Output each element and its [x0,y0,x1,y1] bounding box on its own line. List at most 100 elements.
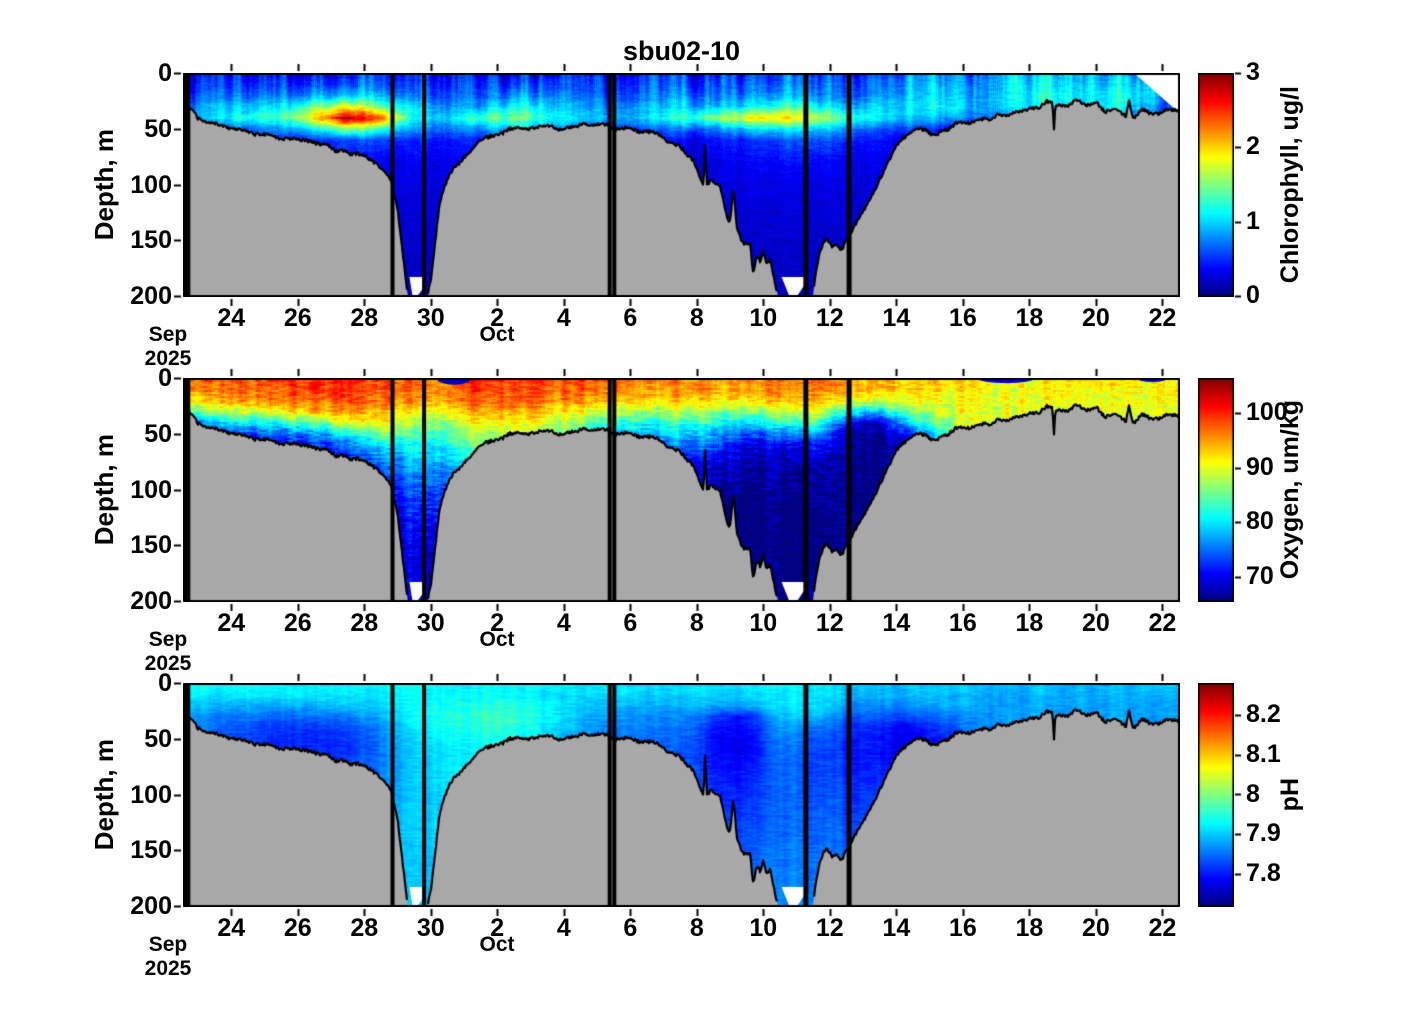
x-tick-label: 4 [556,609,571,637]
chlorophyll-colorbar-tick-labels: 0 1 2 3 [1246,59,1366,309]
y-tick-label: 50 [144,114,172,143]
x-tick-label: 24 [217,304,246,332]
x-tick-label: 4 [556,304,571,332]
x-tick-label: 6 [623,609,638,637]
depth-tick-labels: 0 50 100 150 200 [96,365,176,614]
y-tick-label: 0 [158,59,172,87]
colorbar-tick-label: 2 [1246,132,1260,161]
colorbar-tick-label: 100 [1246,398,1288,427]
x-tick-label: 6 [623,304,638,332]
x-tick-label: 24 [217,609,246,637]
y-tick-label: 100 [130,475,172,504]
ph-colorbar-label: pH [1275,778,1304,812]
x-tick-label: 22 [1148,914,1177,942]
month-label-oct: Oct [479,323,515,346]
x-tick-label: 16 [948,304,977,332]
colorbar-tick-label: 80 [1246,507,1274,536]
oxygen-colorbar-label: Oxygen, um/kg [1275,400,1304,580]
x-tick-label: 12 [815,304,844,332]
colorbar-tick-label: 7.9 [1246,819,1281,848]
chlorophyll-colorbar [1198,73,1234,297]
month-label-sep: Sep [148,323,188,346]
x-tick-label: 30 [416,914,445,942]
x-tick-label: 16 [948,914,977,942]
x-tick-label: 8 [689,304,704,332]
x-tick-label: 30 [416,304,445,332]
depth-tick-labels: 0 50 100 150 200 [96,60,176,309]
colorbar-tick-label: 70 [1246,561,1274,590]
x-tick-label: 8 [689,609,704,637]
time-tick-labels: 24 26 28 30 2 4 6 8 10 12 14 16 18 20 22 [183,609,1180,641]
x-tick-label: 20 [1081,914,1110,942]
y-tick-label: 150 [130,531,172,560]
y-tick-label: 150 [130,836,172,865]
y-tick-label: 200 [130,892,172,920]
time-tick-labels: 24 26 28 30 2 4 6 8 10 12 14 16 18 20 22 [183,304,1180,336]
year-label: 2025 [144,957,192,980]
y-tick-label: 100 [130,170,172,199]
month-label-sep: Sep [148,933,188,956]
month-label-oct: Oct [479,628,515,651]
x-tick-label: 22 [1148,609,1177,637]
time-tick-labels: 24 26 28 30 2 4 6 8 10 12 14 16 18 20 22 [183,914,1180,946]
oxygen-section-heatmap [183,378,1180,602]
oxygen-colorbar [1198,378,1234,602]
depth-tick-labels: 0 50 100 150 200 [96,670,176,919]
x-tick-label: 16 [948,609,977,637]
x-tick-label: 14 [882,914,911,942]
chlorophyll-colorbar-label: Chlorophyll, ug/l [1275,86,1304,284]
y-tick-label: 50 [144,419,172,448]
x-tick-label: 10 [749,609,778,637]
x-tick-label: 22 [1148,304,1177,332]
x-tick-label: 18 [1015,304,1044,332]
x-tick-label: 26 [283,609,312,637]
colorbar-tick-label: 8.1 [1246,739,1281,768]
x-tick-label: 28 [350,304,379,332]
y-tick-label: 200 [130,282,172,310]
x-tick-label: 14 [882,304,911,332]
month-label-oct: Oct [479,933,515,956]
x-tick-label: 2 [490,914,505,942]
x-tick-label: 24 [217,914,246,942]
colorbar-tick-label: 7.8 [1246,859,1281,888]
ph-section-heatmap [183,683,1180,907]
ph-colorbar [1198,683,1234,907]
x-tick-label: 30 [416,609,445,637]
y-tick-label: 150 [130,226,172,255]
x-tick-label: 2 [490,304,505,332]
x-tick-label: 28 [350,914,379,942]
x-tick-label: 20 [1081,304,1110,332]
y-tick-label: 200 [130,587,172,615]
x-tick-label: 20 [1081,609,1110,637]
x-tick-label: 6 [623,914,638,942]
x-tick-label: 26 [283,914,312,942]
y-tick-label: 0 [158,364,172,392]
colorbar-tick-label: 3 [1246,58,1260,86]
oxygen-colorbar-tick-labels: 70 80 90 100 [1246,378,1366,602]
x-tick-label: 10 [749,914,778,942]
colorbar-tick-label: 0 [1246,281,1260,309]
year-label: 2025 [144,347,192,370]
x-tick-label: 4 [556,914,571,942]
figure-title: sbu02-10 [622,36,741,66]
x-tick-label: 10 [749,304,778,332]
x-tick-label: 28 [350,609,379,637]
x-tick-label: 12 [815,914,844,942]
month-label-sep: Sep [148,628,188,651]
y-tick-label: 0 [158,669,172,697]
x-tick-label: 14 [882,609,911,637]
y-tick-label: 100 [130,780,172,809]
year-label: 2025 [144,652,192,675]
colorbar-tick-label: 8 [1246,779,1260,808]
ph-colorbar-tick-labels: 7.8 7.9 8 8.1 8.2 [1246,683,1366,907]
x-tick-label: 26 [283,304,312,332]
x-tick-label: 2 [490,609,505,637]
colorbar-tick-label: 90 [1246,452,1274,481]
colorbar-tick-label: 1 [1246,206,1260,235]
x-tick-label: 12 [815,609,844,637]
x-tick-label: 8 [689,914,704,942]
chlorophyll-section-heatmap [183,73,1180,297]
x-tick-label: 18 [1015,609,1044,637]
x-tick-label: 18 [1015,914,1044,942]
